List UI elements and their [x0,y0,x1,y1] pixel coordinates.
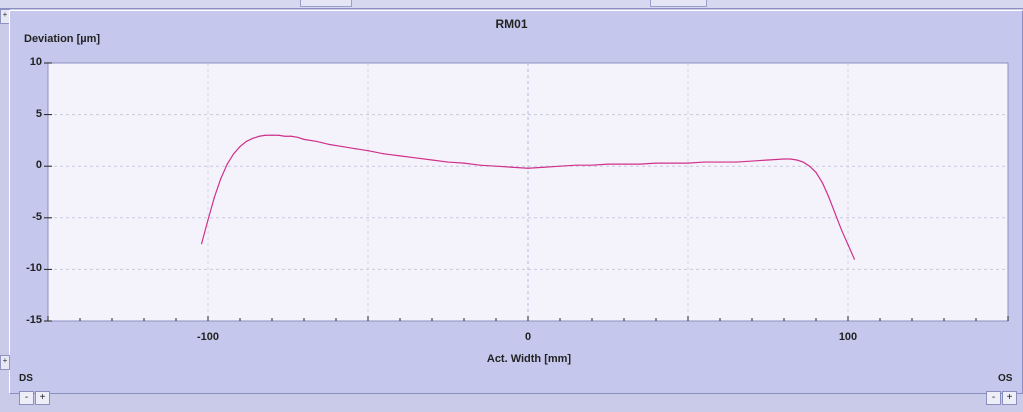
data-point [751,160,753,162]
data-point [767,159,769,161]
ds-label: DS [19,373,33,384]
data-point [265,134,267,136]
zoom-in-button-bottom[interactable]: + [0,355,10,370]
data-point [258,135,260,137]
data-point [341,145,343,148]
x-axis-label: Act. Width [mm] [486,353,572,365]
data-point [655,162,657,164]
data-point [303,138,305,140]
top-toolbar [0,0,1023,9]
ds-plus-button[interactable]: + [35,391,50,405]
data-point [796,159,798,161]
data-point [354,148,356,150]
data-point [201,243,203,245]
grid-lines [48,63,1008,321]
data-point [789,158,792,160]
data-point [783,158,785,160]
data-point [575,164,577,166]
data-point [277,134,279,136]
data-point [415,157,417,159]
data-point [463,162,465,164]
data-point [719,161,721,163]
data-point [687,162,689,164]
y-axis-label: Deviation [µm] [24,33,101,45]
toolbar-tab[interactable] [650,0,707,7]
data-point [495,165,497,167]
data-point [847,244,849,246]
data-point [383,153,385,155]
toolbar-tab[interactable] [300,0,352,7]
series-group [201,134,856,260]
y-tick-label: 10 [29,56,42,68]
data-point [559,165,561,167]
data-point [329,143,331,146]
data-point [809,165,811,167]
data-point [511,166,513,168]
x-tick-label: -100 [196,331,220,343]
data-point [607,163,609,165]
data-point [220,177,222,180]
data-point [290,135,292,137]
data-point [527,167,529,169]
data-point [213,196,215,198]
data-point [226,163,228,165]
data-point [591,164,593,166]
data-point [821,182,824,184]
data-point [207,219,209,221]
data-point [834,213,836,215]
os-plus-button[interactable]: + [1002,391,1017,405]
data-point [543,166,545,168]
data-point [431,159,433,161]
y-tick-label: 5 [35,107,42,120]
os-label: OS [998,373,1013,384]
data-point [316,140,318,143]
axis-ticks [44,62,1009,322]
data-point [623,163,625,165]
data-point [271,134,273,136]
x-tick-label: 100 [838,331,858,343]
y-tick-label: 0 [35,159,42,172]
x-tick-label: 0 [524,331,532,343]
data-point [367,150,369,152]
data-point [841,229,843,231]
data-point [447,161,449,163]
data-point [639,163,641,165]
data-point [284,135,286,137]
data-point [252,137,254,139]
data-point [853,258,856,260]
data-point [233,153,235,155]
data-point [815,171,817,173]
data-point [802,161,804,163]
data-point [735,161,737,163]
data-point [671,162,673,164]
data-point [239,145,241,148]
data-point [297,136,299,138]
data-point [828,196,830,198]
chart-title: RM01 [495,17,528,31]
data-point [245,140,247,143]
data-point [479,164,481,166]
data-point [399,155,401,157]
y-tick-label: -5 [32,210,42,223]
y-tick-label: -15 [26,314,42,326]
data-point [703,161,705,163]
ds-minus-button[interactable]: - [19,391,34,405]
os-minus-button[interactable]: - [986,391,1001,405]
y-tick-label: -10 [26,262,42,275]
